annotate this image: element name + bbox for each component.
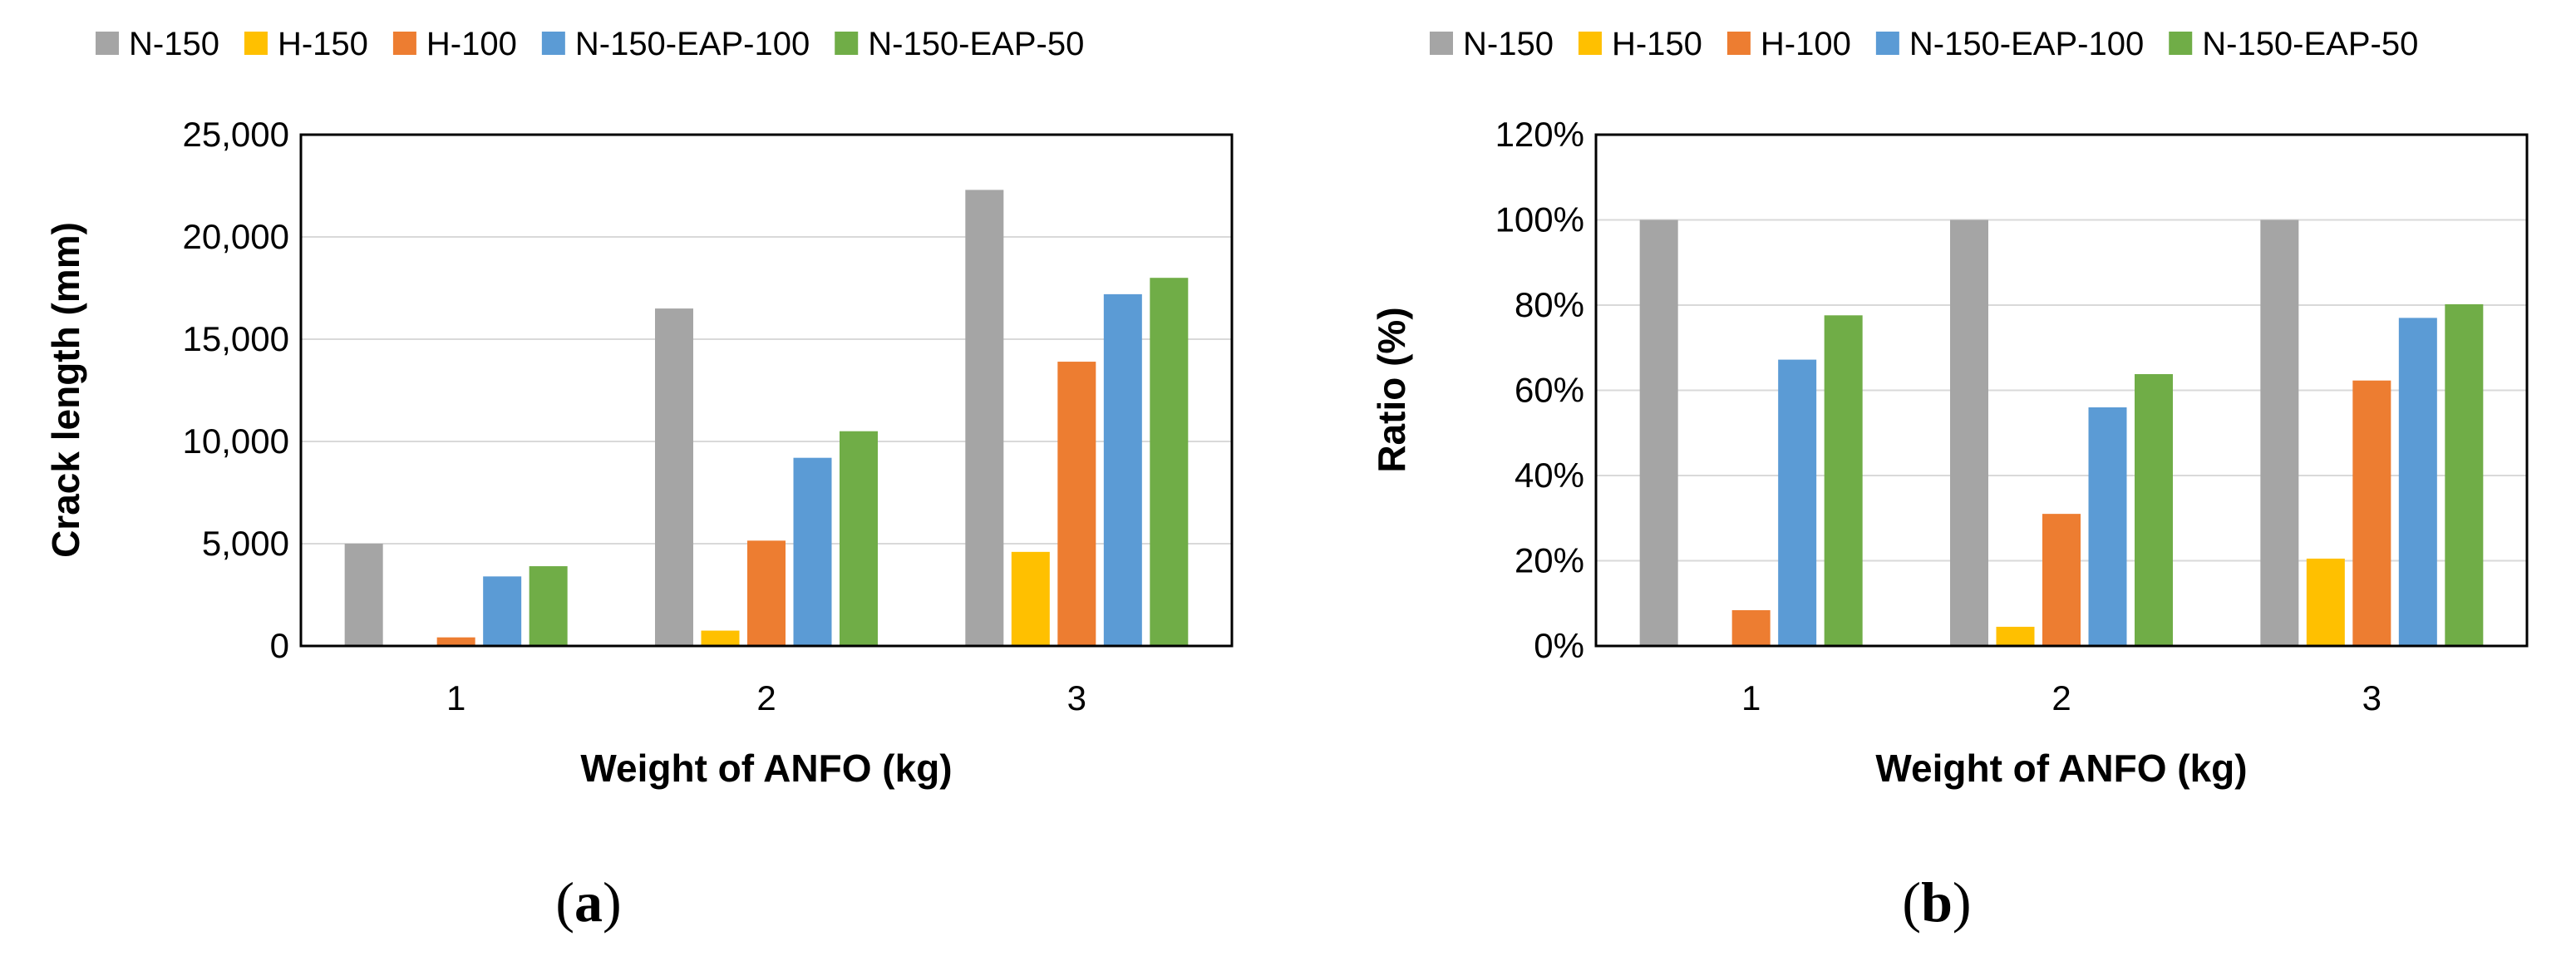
- bar-h-100-2: [747, 540, 786, 646]
- bar-n-150-eap-50-1: [529, 566, 568, 646]
- x-tick-label: 3: [1067, 678, 1086, 717]
- panel-label: (b): [1902, 870, 1971, 934]
- bar-n-150-eap-50-3: [2445, 303, 2484, 646]
- y-tick-label: 5,000: [202, 524, 289, 563]
- plot-area-border: [1594, 133, 2529, 648]
- legend-label: H-100: [1761, 26, 1851, 62]
- legend-label: N-150-EAP-50: [2202, 26, 2418, 62]
- bar-n-150-3: [2260, 219, 2299, 646]
- y-tick-label: 0: [270, 626, 289, 665]
- bar-n-150-eap-100-1: [1778, 359, 1817, 646]
- legend-label: H-100: [426, 26, 517, 62]
- y-tick-label: 100%: [1495, 200, 1584, 239]
- bar-h-100-1: [1731, 609, 1771, 646]
- legend-label: H-150: [1612, 26, 1702, 62]
- legend-label: N-150: [129, 26, 219, 62]
- chart-panel-a: 0 5,000 10,000 15,000 20,000 25,000 1 2 3 Weight …: [44, 26, 1234, 934]
- x-tick-label: 2: [756, 678, 776, 717]
- chart-panel-b: 0% 20% 40% 60% 80% 100% 120% 1 2 3 Weight of ANFO …: [1370, 26, 2529, 934]
- legend-swatch-n-150-eap-100: [541, 32, 565, 55]
- x-tick-label: 1: [1741, 678, 1761, 717]
- legend-label: N-150: [1463, 26, 1554, 62]
- y-tick-label: 20,000: [183, 217, 289, 256]
- bar-h-150-2: [1996, 626, 2035, 646]
- bar-n-150-eap-100-2: [793, 457, 832, 646]
- bar-h-100-1: [436, 637, 475, 646]
- legend-swatch-h-100: [392, 32, 416, 55]
- x-tick-label: 3: [2362, 678, 2381, 717]
- legend-swatch-n-150-eap-100: [1875, 32, 1899, 55]
- y-tick-label: 25,000: [183, 115, 289, 154]
- bar-n-150-eap-50-2: [840, 431, 878, 646]
- legend-label: N-150-EAP-100: [575, 26, 810, 62]
- legend: N-150 H-150 H-100 N-150-EAP-100 N-150-EAP-50: [1430, 26, 2418, 62]
- y-axis-title: Ratio (%): [1370, 307, 1413, 472]
- legend-swatch-n-150-eap-50: [2169, 32, 2193, 55]
- bar-h-100-2: [2042, 514, 2081, 646]
- bar-n-150-2: [1950, 219, 1988, 646]
- y-tick-label: 40%: [1515, 456, 1584, 495]
- bar-n-150-eap-100-3: [2398, 318, 2437, 646]
- bar-h-150-2: [701, 630, 740, 646]
- legend-label: N-150-EAP-50: [868, 26, 1084, 62]
- bar-n-150-2: [655, 308, 693, 646]
- panel-label: (a): [555, 870, 621, 934]
- bar-n-150-1: [344, 544, 383, 646]
- bar-n-150-eap-50-2: [2135, 374, 2173, 646]
- plot-area-border: [299, 133, 1234, 648]
- y-tick-label: 60%: [1515, 371, 1584, 410]
- legend-swatch-h-150: [1578, 32, 1602, 55]
- bar-n-150-eap-50-1: [1824, 315, 1863, 646]
- bar-n-150-3: [965, 190, 1004, 647]
- y-tick-label: 10,000: [183, 421, 289, 461]
- legend-label: N-150-EAP-100: [1909, 26, 2144, 62]
- y-tick-label: 15,000: [183, 319, 289, 358]
- bar-h-150-3: [1011, 551, 1050, 646]
- legend-swatch-n-150-eap-50: [835, 32, 859, 55]
- y-axis-title: Crack length (mm): [44, 222, 87, 558]
- bar-h-100-3: [1057, 362, 1096, 646]
- y-tick-label: 0%: [1534, 626, 1584, 665]
- legend-swatch-h-100: [1726, 32, 1751, 55]
- y-tick-label: 80%: [1515, 285, 1584, 324]
- y-tick-label: 20%: [1515, 541, 1584, 580]
- bar-n-150-1: [1639, 219, 1678, 646]
- x-tick-label: 1: [446, 678, 465, 717]
- bar-n-150-eap-100-3: [1103, 293, 1142, 646]
- bar-n-150-eap-50-3: [1150, 278, 1189, 646]
- legend-swatch-h-150: [244, 32, 268, 55]
- legend: N-150 H-150 H-100 N-150-EAP-100 N-150-EAP-50: [96, 26, 1084, 62]
- x-tick-label: 2: [2051, 678, 2071, 717]
- bar-h-150-3: [2306, 558, 2345, 646]
- x-axis-title: Weight of ANFO (kg): [580, 747, 952, 790]
- bar-h-100-3: [2352, 380, 2391, 646]
- legend-label: H-150: [278, 26, 368, 62]
- x-axis-title: Weight of ANFO (kg): [1875, 747, 2247, 790]
- bar-n-150-eap-100-2: [2088, 407, 2127, 646]
- y-tick-label: 120%: [1495, 115, 1584, 154]
- bar-n-150-eap-100-1: [483, 576, 522, 646]
- legend-swatch-n-150: [96, 32, 119, 55]
- legend-swatch-n-150: [1430, 32, 1453, 55]
